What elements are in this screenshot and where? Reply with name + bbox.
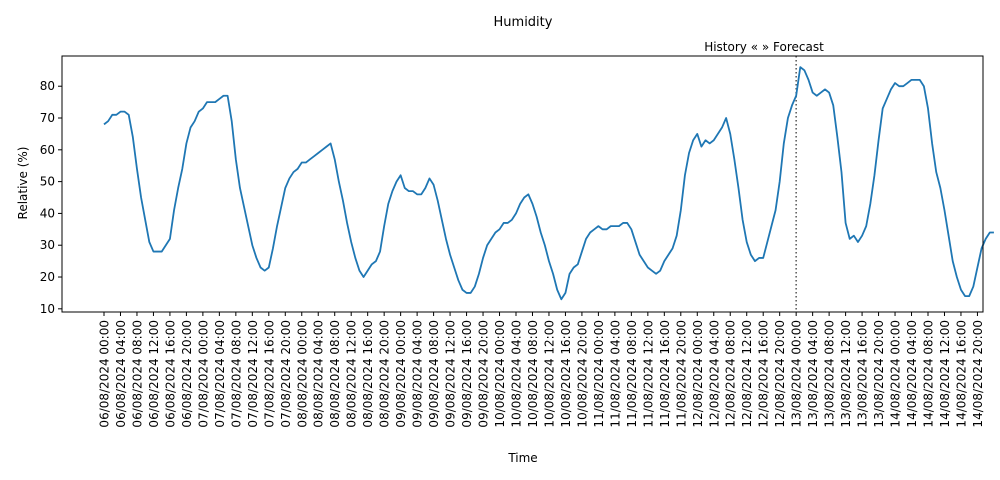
x-tick-label: 12/08/2024 16:00: [757, 320, 771, 428]
x-tick-label: 09/08/2024 12:00: [444, 320, 458, 428]
x-tick-label: 06/08/2024 08:00: [130, 320, 144, 428]
x-tick-label: 11/08/2024 12:00: [641, 320, 655, 428]
x-tick-label: 14/08/2024 20:00: [971, 320, 985, 428]
y-tick-label: 50: [40, 175, 55, 189]
y-tick-label: 40: [40, 206, 55, 220]
x-tick-label: 13/08/2024 12:00: [839, 320, 853, 428]
x-tick-label: 11/08/2024 04:00: [608, 320, 622, 428]
y-ticks: 10 20 30 40 50 60 70 80: [40, 79, 62, 316]
y-tick-label: 70: [40, 111, 55, 125]
x-tick-label: 11/08/2024 16:00: [658, 320, 672, 428]
x-tick-label: 09/08/2024 20:00: [477, 320, 491, 428]
history-forecast-annotation: History « » Forecast: [704, 40, 824, 54]
x-tick-label: 11/08/2024 00:00: [592, 320, 606, 428]
x-tick-label: 12/08/2024 04:00: [707, 320, 721, 428]
x-tick-label: 09/08/2024 04:00: [411, 320, 425, 428]
x-tick-label: 09/08/2024 16:00: [460, 320, 474, 428]
y-tick-label: 60: [40, 143, 55, 157]
x-ticks: 06/08/2024 00:00 06/08/2024 04:00 06/08/20…: [98, 312, 985, 428]
x-tick-label: 07/08/2024 00:00: [196, 320, 210, 428]
x-tick-label: 07/08/2024 16:00: [262, 320, 276, 428]
y-tick-label: 30: [40, 238, 55, 252]
x-tick-label: 13/08/2024 00:00: [790, 320, 804, 428]
plot-area: [61, 55, 994, 313]
x-tick-label: 07/08/2024 04:00: [213, 320, 227, 428]
x-tick-label: 08/08/2024 08:00: [328, 320, 342, 428]
x-tick-label: 10/08/2024 08:00: [526, 320, 540, 428]
humidity-series-line: [103, 66, 994, 301]
x-tick-label: 10/08/2024 12:00: [542, 320, 556, 428]
x-tick-label: 13/08/2024 16:00: [856, 320, 870, 428]
x-tick-label: 14/08/2024 08:00: [922, 320, 936, 428]
x-tick-label: 09/08/2024 08:00: [427, 320, 441, 428]
x-tick-label: 06/08/2024 04:00: [114, 320, 128, 428]
x-axis-label: Time: [507, 451, 537, 465]
x-tick-label: 14/08/2024 12:00: [938, 320, 952, 428]
y-tick-label: 80: [40, 79, 55, 93]
x-tick-label: 08/08/2024 00:00: [295, 320, 309, 428]
y-axis-label: Relative (%): [16, 147, 30, 220]
x-tick-label: 10/08/2024 20:00: [575, 320, 589, 428]
x-tick-label: 12/08/2024 20:00: [773, 320, 787, 428]
x-tick-label: 12/08/2024 12:00: [740, 320, 754, 428]
x-tick-label: 06/08/2024 16:00: [163, 320, 177, 428]
x-tick-label: 10/08/2024 16:00: [559, 320, 573, 428]
x-tick-label: 11/08/2024 20:00: [674, 320, 688, 428]
x-tick-label: 10/08/2024 04:00: [510, 320, 524, 428]
x-tick-label: 06/08/2024 20:00: [180, 320, 194, 428]
x-tick-label: 07/08/2024 20:00: [279, 320, 293, 428]
x-tick-label: 08/08/2024 20:00: [378, 320, 392, 428]
x-tick-label: 11/08/2024 08:00: [625, 320, 639, 428]
x-tick-label: 12/08/2024 08:00: [724, 320, 738, 428]
x-tick-label: 07/08/2024 12:00: [246, 320, 260, 428]
x-tick-label: 08/08/2024 04:00: [312, 320, 326, 428]
x-tick-label: 14/08/2024 04:00: [905, 320, 919, 428]
x-tick-label: 13/08/2024 08:00: [823, 320, 837, 428]
x-tick-label: 12/08/2024 00:00: [691, 320, 705, 428]
x-tick-label: 06/08/2024 00:00: [98, 320, 112, 428]
x-tick-label: 09/08/2024 00:00: [394, 320, 408, 428]
x-tick-label: 10/08/2024 00:00: [493, 320, 507, 428]
axes-frame: [61, 55, 984, 313]
chart-title: Humidity: [494, 15, 553, 30]
x-tick-label: 13/08/2024 20:00: [872, 320, 886, 428]
x-tick-label: 14/08/2024 16:00: [954, 320, 968, 428]
x-tick-label: 08/08/2024 16:00: [361, 320, 375, 428]
y-tick-label: 20: [40, 270, 55, 284]
x-tick-label: 08/08/2024 12:00: [345, 320, 359, 428]
y-tick-label: 10: [40, 302, 55, 316]
x-tick-label: 14/08/2024 00:00: [889, 320, 903, 428]
x-tick-label: 07/08/2024 08:00: [229, 320, 243, 428]
x-tick-label: 13/08/2024 04:00: [806, 320, 820, 428]
x-tick-label: 06/08/2024 12:00: [147, 320, 161, 428]
